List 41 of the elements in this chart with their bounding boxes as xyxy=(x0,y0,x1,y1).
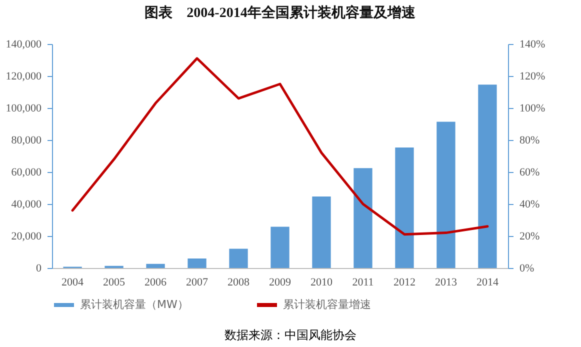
y-tick-label: 40,000 xyxy=(11,198,42,210)
line-series xyxy=(71,57,489,236)
y-tick-label: 20,000 xyxy=(11,230,42,242)
x-tick-label: 2007 xyxy=(186,276,209,288)
y2-tick-label: 40% xyxy=(520,198,540,210)
y2-tick-label: 120% xyxy=(520,70,546,82)
legend-label: 累计装机容量（MW） xyxy=(80,298,188,311)
y-tick-label: 120,000 xyxy=(6,70,42,82)
y2-tick-label: 20% xyxy=(520,230,540,242)
x-tick-label: 2011 xyxy=(352,276,374,288)
bar xyxy=(395,148,414,268)
x-tick-label: 2010 xyxy=(310,276,333,288)
y2-tick-label: 60% xyxy=(520,166,540,178)
bar xyxy=(436,122,456,268)
x-tick-label: 2012 xyxy=(393,276,416,288)
y-tick-label: 100,000 xyxy=(6,102,42,114)
x-tick-label: 2005 xyxy=(103,276,126,288)
source-note: 数据来源：中国风能协会 xyxy=(224,327,358,344)
x-tick-label: 2013 xyxy=(434,276,458,288)
legend-label: 累计装机容量增速 xyxy=(283,298,371,311)
bar xyxy=(188,258,206,268)
y2-tick-label: 140% xyxy=(520,38,546,50)
y2-tick-label: 0% xyxy=(520,262,534,274)
x-tick-label: 2008 xyxy=(228,276,250,288)
bar xyxy=(312,196,331,268)
y2-tick-label: 100% xyxy=(520,102,546,114)
x-tick-label: 2014 xyxy=(476,276,499,288)
bar xyxy=(354,168,372,268)
x-tick-label: 2006 xyxy=(144,276,168,288)
y-tick-label: 60,000 xyxy=(11,166,42,178)
chart-title: 图表 2004-2014年全国累计装机容量及增速 xyxy=(144,4,416,21)
y-tick-label: 80,000 xyxy=(11,134,42,146)
x-tick-label: 2004 xyxy=(62,276,84,288)
bar xyxy=(478,84,497,268)
y-tick-label: 140,000 xyxy=(6,38,42,50)
y2-tick-label: 80% xyxy=(520,134,540,146)
y-tick-label: 0 xyxy=(36,262,42,274)
bar xyxy=(146,264,165,268)
bar xyxy=(270,226,290,268)
x-tick-label: 2009 xyxy=(269,276,292,288)
bar xyxy=(229,248,248,268)
